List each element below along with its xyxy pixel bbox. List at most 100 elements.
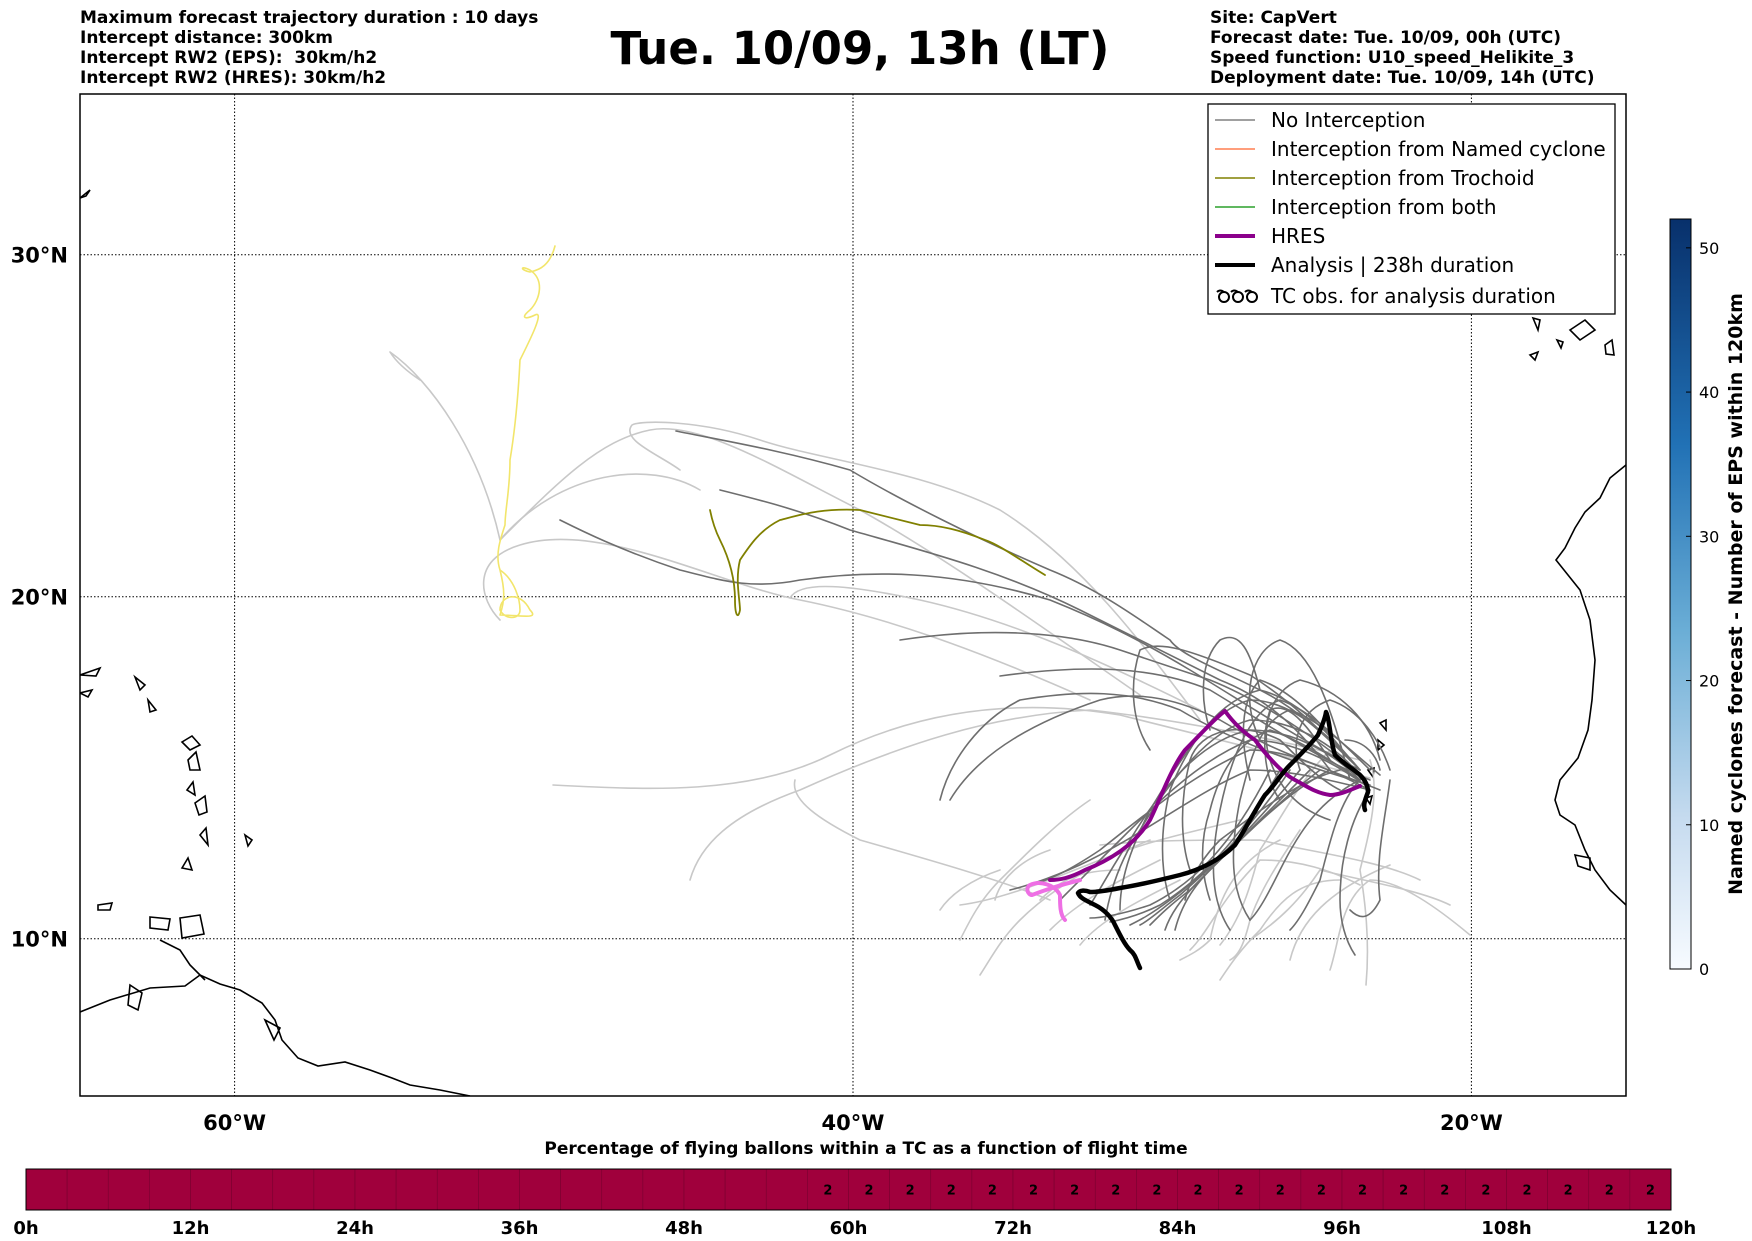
island-outline xyxy=(149,916,171,931)
trajectory-line xyxy=(1139,769,1301,926)
trajectory-line xyxy=(793,779,1051,901)
timeline-cell-value: 2 xyxy=(1605,1184,1614,1199)
latitude-labels: 30°N 20°N 10°N xyxy=(11,244,68,952)
timeline-tick-label: 108h xyxy=(1481,1218,1531,1239)
timeline-bar: 2 2 2 2 2 2 2 2 2 2 2 2 2 2 2 2 2 2 2 2 2 xyxy=(25,1168,1672,1211)
island-outline xyxy=(263,1018,282,1042)
island-outline xyxy=(80,688,94,699)
island-outline xyxy=(1364,794,1374,806)
island-outline xyxy=(179,914,205,939)
island-outline xyxy=(1378,718,1387,733)
colorbar: 0 10 20 30 40 50 Named cyclones forecast - Nu… xyxy=(1669,218,1747,979)
timeline-cell xyxy=(765,1168,808,1211)
timeline-cell-value: 2 xyxy=(906,1184,915,1199)
longitude-label: 20°W xyxy=(1440,1111,1503,1135)
legend-label: Interception from Trochoid xyxy=(1271,166,1535,190)
latitude-label: 20°N xyxy=(11,586,68,610)
trajectory-line xyxy=(1329,879,1471,971)
colorbar-gradient xyxy=(1669,218,1692,970)
timeline-cell-value: 2 xyxy=(1564,1184,1573,1199)
trajectory-line xyxy=(1248,639,1351,781)
africa-coast xyxy=(1554,464,1626,906)
island-outline xyxy=(1568,318,1597,342)
trajectory-line xyxy=(1242,679,1351,781)
trajectory-line xyxy=(1289,864,1391,961)
timeline-cell-value: 2 xyxy=(1194,1184,1203,1199)
colorbar-tick-label: 10 xyxy=(1699,816,1719,835)
timeline-tick-label: 12h xyxy=(172,1218,210,1239)
timeline-cell xyxy=(1177,1168,1219,1211)
trajectory-line-yellow xyxy=(497,245,556,619)
trajectory-line xyxy=(1202,636,1261,731)
timeline-cell xyxy=(436,1168,479,1211)
header-right-line: Speed function: U10_speed_Helikite_3 xyxy=(1210,48,1575,68)
legend-label: Analysis | 238h duration xyxy=(1271,253,1514,277)
island-outline xyxy=(194,794,208,817)
trajectory-line-hres xyxy=(1048,709,1362,882)
timeline-cell-value: 2 xyxy=(1523,1184,1532,1199)
colorbar-tick-label: 0 xyxy=(1699,960,1709,979)
timeline-cell xyxy=(1629,1168,1672,1211)
timeline-cell-value: 2 xyxy=(1646,1184,1655,1199)
timeline-tick-label: 24h xyxy=(336,1218,374,1239)
island-outline xyxy=(1531,316,1541,333)
trajectory-line xyxy=(1179,839,1281,961)
timeline-cell xyxy=(971,1168,1014,1211)
colorbar-tick-label: 50 xyxy=(1699,239,1719,258)
header-right-line: Site: CapVert xyxy=(1210,8,1337,28)
island-outline xyxy=(1604,338,1615,356)
colorbar-tick-label: 20 xyxy=(1699,672,1719,691)
latitude-label: 10°N xyxy=(11,928,68,952)
trajectory-line xyxy=(1189,859,1361,951)
trajectory-line xyxy=(899,631,1361,776)
timeline-cell xyxy=(683,1168,726,1211)
island-outline xyxy=(133,674,147,692)
timeline-cell-value: 2 xyxy=(1070,1184,1079,1199)
timeline-tick-label: 0h xyxy=(13,1218,38,1239)
legend-box xyxy=(1207,103,1616,315)
latitude-label: 30°N xyxy=(11,244,68,268)
timeline-cell xyxy=(1547,1168,1590,1211)
trajectory-line-hres-pink xyxy=(1025,878,1082,922)
south-america-coast xyxy=(159,939,206,981)
trajectory-line xyxy=(1009,769,1371,891)
trajectory-line xyxy=(994,849,1051,901)
timeline-cell xyxy=(1259,1168,1302,1211)
legend: No Interception Interception from Named … xyxy=(1207,103,1616,315)
trajectory-line xyxy=(1359,759,1375,986)
timeline-cell-value: 2 xyxy=(988,1184,997,1199)
trajectory-line xyxy=(1219,749,1331,946)
header-right-line: Deployment date: Tue. 10/09, 14h (UTC) xyxy=(1210,68,1595,88)
map-content xyxy=(80,94,1626,1096)
timeline-cell xyxy=(642,1168,685,1211)
timeline-title: Percentage of flying ballons within a TC… xyxy=(544,1139,1187,1159)
timeline-cell-value: 2 xyxy=(1152,1184,1161,1199)
timeline-cell-value: 2 xyxy=(1481,1184,1490,1199)
timeline-cell-value: 2 xyxy=(1440,1184,1449,1199)
timeline-cell xyxy=(519,1168,561,1211)
island-outline xyxy=(1555,338,1565,351)
trajectory-line xyxy=(719,489,1331,771)
colorbar-tick-label: 30 xyxy=(1699,527,1719,546)
timeline-cell xyxy=(1053,1168,1096,1211)
trajectory-line xyxy=(939,692,1371,801)
island-outline xyxy=(1573,853,1591,872)
eps-no-interception-dark xyxy=(559,430,1391,956)
timeline-cell xyxy=(1423,1168,1466,1211)
timeline-cell-value: 2 xyxy=(823,1184,832,1199)
map-title: Tue. 10/09, 13h (LT) xyxy=(610,22,1110,75)
legend-label: Interception from both xyxy=(1271,195,1497,219)
timeline-tick-label: 72h xyxy=(994,1218,1032,1239)
trajectory-line xyxy=(1229,829,1301,961)
trajectory-line xyxy=(959,799,1091,941)
timeline-cell-value: 2 xyxy=(1029,1184,1038,1199)
trajectory-line-trochoid xyxy=(709,508,1046,617)
longitude-label: 60°W xyxy=(203,1111,266,1135)
trajectory-line xyxy=(629,421,1201,721)
trajectory-line xyxy=(789,585,1201,711)
trajectory-line xyxy=(1249,869,1451,941)
timeline-cell xyxy=(313,1168,356,1211)
trajectory-line xyxy=(1344,739,1381,771)
legend-label: Interception from Named cyclone xyxy=(1271,137,1606,161)
timeline-tick-label: 36h xyxy=(501,1218,539,1239)
